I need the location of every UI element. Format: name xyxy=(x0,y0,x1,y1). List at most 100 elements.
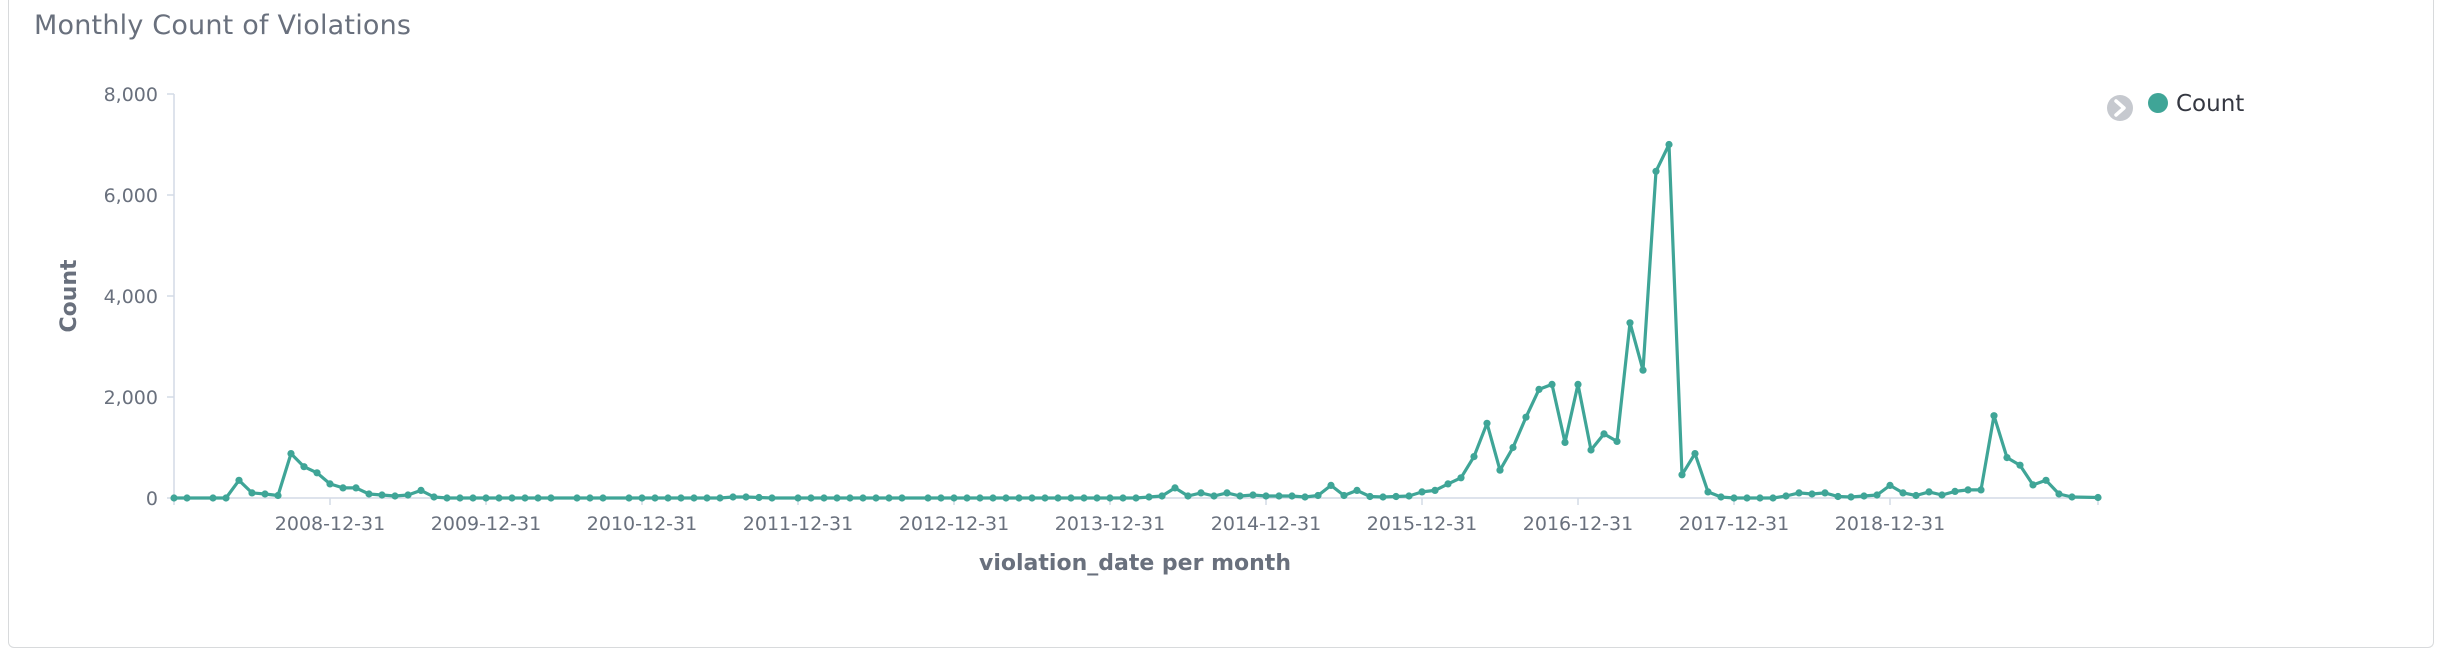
data-point[interactable] xyxy=(833,494,841,502)
data-point[interactable] xyxy=(209,494,217,502)
data-point[interactable] xyxy=(365,490,373,498)
data-point[interactable] xyxy=(1847,493,1855,501)
data-point[interactable] xyxy=(963,494,971,502)
data-point[interactable] xyxy=(950,494,958,502)
data-point[interactable] xyxy=(1522,413,1530,421)
data-point[interactable] xyxy=(1262,492,1270,500)
data-point[interactable] xyxy=(417,486,425,494)
legend-label-count[interactable]: Count xyxy=(2176,91,2244,117)
data-point[interactable] xyxy=(469,494,477,502)
data-point[interactable] xyxy=(1314,491,1322,500)
legend-swatch[interactable] xyxy=(2148,93,2168,113)
data-point[interactable] xyxy=(352,484,360,492)
data-point[interactable] xyxy=(586,494,594,502)
data-point[interactable] xyxy=(1327,481,1335,489)
data-point[interactable] xyxy=(1171,484,1179,492)
data-point[interactable] xyxy=(1561,438,1569,446)
data-point[interactable] xyxy=(885,494,893,502)
data-point[interactable] xyxy=(1587,446,1595,454)
data-point[interactable] xyxy=(1223,489,1231,497)
data-point[interactable] xyxy=(937,494,945,502)
data-point[interactable] xyxy=(1002,494,1010,502)
data-point[interactable] xyxy=(872,494,880,502)
data-point[interactable] xyxy=(768,494,776,502)
data-point[interactable] xyxy=(1769,494,1777,502)
data-point[interactable] xyxy=(1054,494,1062,502)
data-point[interactable] xyxy=(1132,494,1140,502)
data-point[interactable] xyxy=(2003,454,2011,462)
data-point[interactable] xyxy=(1730,494,1738,502)
data-point[interactable] xyxy=(1457,474,1465,482)
data-point[interactable] xyxy=(248,489,256,497)
data-point[interactable] xyxy=(521,494,529,502)
data-point[interactable] xyxy=(989,494,997,502)
data-point[interactable] xyxy=(677,494,685,502)
data-point[interactable] xyxy=(1301,493,1309,501)
data-point[interactable] xyxy=(2055,490,2063,498)
data-point[interactable] xyxy=(1821,489,1829,497)
data-point[interactable] xyxy=(1860,492,1868,500)
data-point[interactable] xyxy=(846,494,854,502)
data-point[interactable] xyxy=(1041,494,1049,502)
data-point[interactable] xyxy=(1535,385,1543,393)
data-point[interactable] xyxy=(1379,493,1387,501)
data-point[interactable] xyxy=(1743,494,1751,502)
data-point[interactable] xyxy=(729,493,737,501)
data-point[interactable] xyxy=(1665,140,1673,149)
data-point[interactable] xyxy=(716,494,724,502)
data-point[interactable] xyxy=(1028,494,1036,502)
data-point[interactable] xyxy=(1925,488,1933,496)
data-point[interactable] xyxy=(1834,492,1842,501)
data-point[interactable] xyxy=(1431,486,1439,494)
data-point[interactable] xyxy=(1275,492,1283,500)
data-point[interactable] xyxy=(378,491,386,499)
data-point[interactable] xyxy=(1938,491,1946,499)
data-point[interactable] xyxy=(1067,494,1075,502)
data-point[interactable] xyxy=(820,494,828,502)
data-point[interactable] xyxy=(573,494,581,502)
data-point[interactable] xyxy=(794,494,802,502)
data-point[interactable] xyxy=(638,494,646,502)
data-point[interactable] xyxy=(1990,412,1998,420)
data-point[interactable] xyxy=(534,494,542,502)
data-point[interactable] xyxy=(300,463,308,471)
data-point[interactable] xyxy=(1678,471,1686,479)
data-point[interactable] xyxy=(1964,486,1972,494)
data-point[interactable] xyxy=(508,494,516,502)
data-point[interactable] xyxy=(482,494,490,502)
data-point[interactable] xyxy=(1808,490,1816,498)
data-point[interactable] xyxy=(1704,488,1712,496)
data-point[interactable] xyxy=(1418,488,1426,496)
data-point[interactable] xyxy=(313,469,321,477)
data-point[interactable] xyxy=(1756,494,1764,502)
data-point[interactable] xyxy=(1574,380,1582,388)
data-point[interactable] xyxy=(1652,167,1660,175)
data-point[interactable] xyxy=(1899,489,1907,497)
data-point[interactable] xyxy=(1444,480,1452,488)
data-point[interactable] xyxy=(690,494,698,502)
data-point[interactable] xyxy=(664,494,672,502)
data-point[interactable] xyxy=(456,494,464,502)
data-point[interactable] xyxy=(1977,486,1985,494)
data-point[interactable] xyxy=(1509,443,1517,452)
data-point[interactable] xyxy=(1015,494,1023,502)
data-point[interactable] xyxy=(1249,491,1257,499)
data-point[interactable] xyxy=(274,491,282,500)
data-point[interactable] xyxy=(1496,466,1504,474)
data-point[interactable] xyxy=(1340,491,1348,500)
data-point[interactable] xyxy=(339,484,347,492)
data-point[interactable] xyxy=(1093,494,1101,502)
data-point[interactable] xyxy=(651,494,659,502)
data-point[interactable] xyxy=(326,480,334,488)
data-point[interactable] xyxy=(2042,476,2050,484)
data-point[interactable] xyxy=(1886,481,1894,489)
data-point[interactable] xyxy=(1782,492,1790,500)
data-point[interactable] xyxy=(404,491,412,499)
data-point[interactable] xyxy=(1392,492,1400,501)
data-point[interactable] xyxy=(183,494,191,502)
data-point[interactable] xyxy=(1873,491,1881,499)
data-point[interactable] xyxy=(1197,489,1205,497)
data-point[interactable] xyxy=(1158,492,1166,500)
data-point[interactable] xyxy=(1639,366,1647,374)
data-point[interactable] xyxy=(1483,419,1491,427)
